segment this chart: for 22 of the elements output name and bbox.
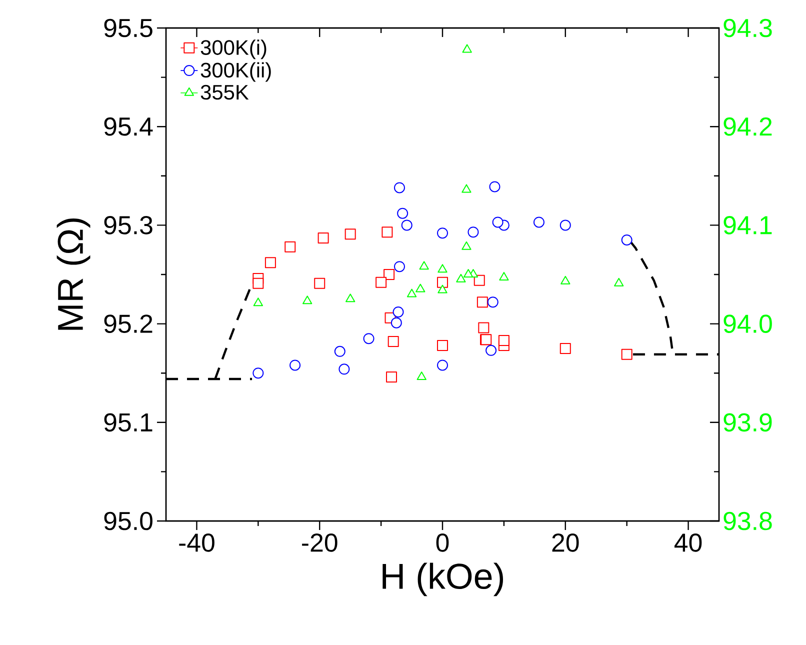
y-tick-label: 95.2 xyxy=(104,314,152,333)
legend-label: 300K(ii) xyxy=(200,62,271,82)
y-tick-label: 95.1 xyxy=(104,413,152,432)
y2-tick-label: 93.8 xyxy=(724,512,772,530)
y2-tick-label: 94.0 xyxy=(724,314,772,333)
y2-tick-label: 94.2 xyxy=(724,117,772,136)
legend-label: 300K(i) xyxy=(200,40,266,60)
y-tick-label: 95.0 xyxy=(104,512,152,530)
y2-tick-label: 93.9 xyxy=(724,413,772,432)
x-axis-title: H (kOe) xyxy=(382,562,504,596)
y-axis-title: MR (Ω) xyxy=(56,218,90,330)
y-tick-label: 95.4 xyxy=(104,117,153,136)
x-tick-label: 20 xyxy=(552,534,579,552)
y-tick-label: 95.5 xyxy=(104,18,152,38)
x-tick-label: -40 xyxy=(179,534,214,552)
y2-tick-label: 94.1 xyxy=(724,216,772,234)
x-tick-label: 40 xyxy=(674,534,702,552)
y2-tick-label: 94.3 xyxy=(724,18,772,38)
x-tick-label: 0 xyxy=(436,534,449,552)
legend-label: 355K xyxy=(200,84,249,100)
x-tick-label: -20 xyxy=(302,534,338,552)
y-tick-label: 95.3 xyxy=(104,216,152,234)
